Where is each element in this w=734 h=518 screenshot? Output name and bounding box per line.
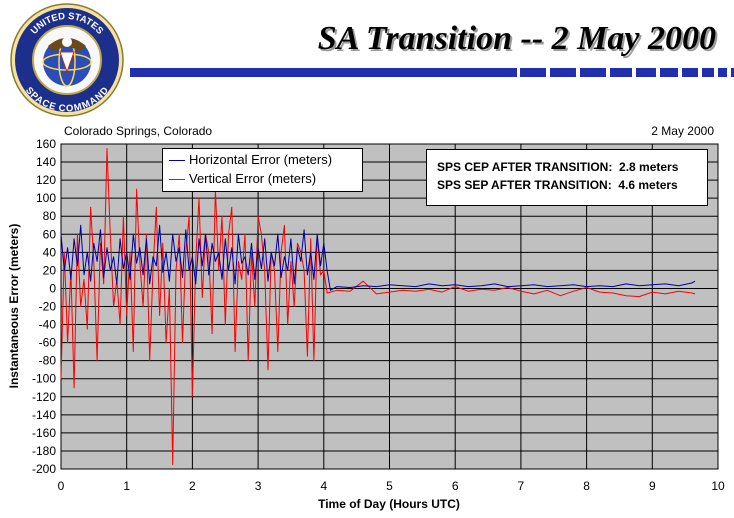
y-tick-label: -60 <box>39 336 57 350</box>
stat-cep-value: 2.8 meters <box>619 160 679 174</box>
x-tick-label: 1 <box>123 479 130 493</box>
x-tick-label: 8 <box>583 479 590 493</box>
y-tick-label: 60 <box>43 227 57 241</box>
stat-sep-value: 4.6 meters <box>618 178 678 192</box>
location-label: Colorado Springs, Colorado <box>64 124 213 138</box>
legend-label-vertical: Vertical Error (meters) <box>189 171 317 186</box>
stat-sep: SPS SEP AFTER TRANSITION: 4.6 meters <box>437 178 678 192</box>
y-tick-label: -160 <box>32 426 56 440</box>
y-tick-label: 20 <box>43 263 57 277</box>
x-tick-label: 6 <box>452 479 459 493</box>
stat-cep-label: SPS CEP AFTER TRANSITION: <box>437 160 613 174</box>
y-tick-label: 80 <box>43 209 57 223</box>
y-tick-label: 140 <box>36 155 56 169</box>
header-bar <box>130 68 734 77</box>
x-tick-label: 7 <box>518 479 525 493</box>
series-line-vertical <box>60 148 696 465</box>
x-tick-label: 3 <box>255 479 262 493</box>
stats-box: SPS CEP AFTER TRANSITION: 2.8 meters SPS… <box>426 149 708 206</box>
x-tick-label: 9 <box>649 479 656 493</box>
y-axis-label: Instantaneous Error (meters) <box>7 224 21 389</box>
stat-cep: SPS CEP AFTER TRANSITION: 2.8 meters <box>437 160 678 174</box>
x-tick-label: 2 <box>189 479 196 493</box>
space-command-emblem: UNITED STATES SPACE COMMAND <box>10 3 124 117</box>
y-tick-label: -40 <box>39 318 57 332</box>
chart-legend: Horizontal Error (meters) Vertical Error… <box>162 148 363 192</box>
y-tick-label: -120 <box>32 390 56 404</box>
y-tick-label: 100 <box>36 191 56 205</box>
y-tick-label: -200 <box>32 462 56 476</box>
y-tick-labels: 160 140 120 100 80 60 40 20 0 -20 -40 -60 -80 -100 -12… <box>32 137 56 476</box>
series-layer <box>60 148 696 465</box>
y-tick-label: 160 <box>36 137 56 151</box>
x-tick-label: 5 <box>386 479 393 493</box>
series-line-horizontal <box>60 224 696 291</box>
y-tick-label: 40 <box>43 245 57 259</box>
date-label: 2 May 2000 <box>651 124 714 138</box>
x-tick-labels: 0 1 2 3 4 5 6 7 8 9 10 <box>58 479 725 493</box>
page-title: SA Transition -- 2 May 2000 <box>317 20 716 57</box>
legend-entry-horizontal: Horizontal Error (meters) <box>169 151 332 169</box>
y-tick-label: -100 <box>32 372 56 386</box>
legend-entry-vertical: Vertical Error (meters) <box>169 170 316 188</box>
y-tick-label: -180 <box>32 444 56 458</box>
stat-sep-label: SPS SEP AFTER TRANSITION: <box>437 178 612 192</box>
x-axis-label: Time of Day (Hours UTC) <box>318 497 460 511</box>
x-tick-label: 0 <box>58 479 65 493</box>
legend-swatch-horizontal <box>169 160 185 162</box>
y-tick-label: -140 <box>32 408 56 422</box>
y-tick-label: 0 <box>49 281 56 295</box>
x-tick-label: 10 <box>711 479 725 493</box>
legend-swatch-vertical <box>169 179 185 181</box>
y-tick-label: -20 <box>39 300 57 314</box>
x-tick-label: 4 <box>320 479 327 493</box>
legend-label-horizontal: Horizontal Error (meters) <box>189 152 333 167</box>
y-tick-label: -80 <box>39 354 57 368</box>
y-tick-label: 120 <box>36 173 56 187</box>
